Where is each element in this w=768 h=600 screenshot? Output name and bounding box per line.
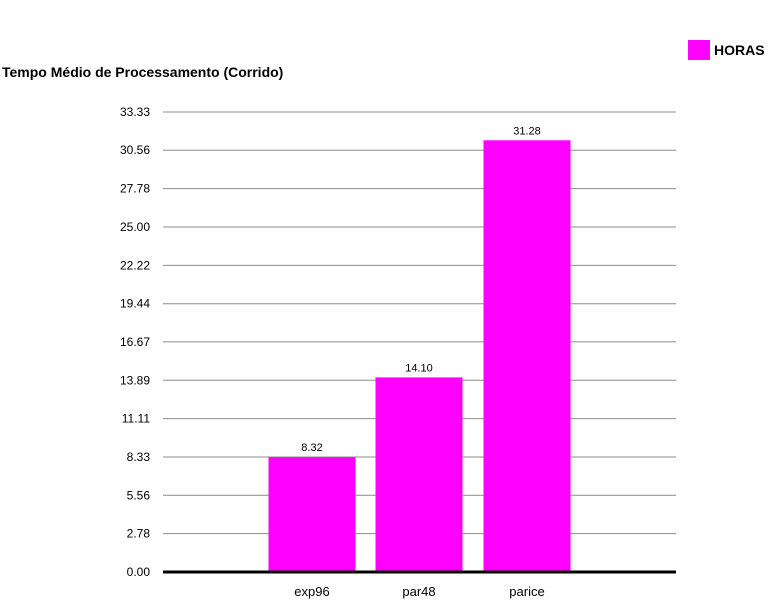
legend-swatch	[688, 40, 710, 60]
y-tick-label: 5.56	[127, 488, 151, 502]
y-tick-label: 25.00	[120, 220, 150, 234]
value-label: 31.28	[513, 125, 541, 137]
chart-title: Tempo Médio de Processamento (Corrido)	[2, 64, 284, 80]
y-axis-ticks: 0.00 2.78 5.56 8.33 11.11 13.89 16.67 19.44 22.2…	[120, 105, 150, 579]
bar-par48	[375, 377, 463, 572]
y-tick-label: 27.78	[120, 182, 150, 196]
value-label: 8.32	[301, 442, 322, 454]
bar-exp96	[268, 457, 356, 572]
value-label: 14.10	[405, 362, 433, 374]
y-tick-label: 2.78	[127, 527, 151, 541]
y-tick-label: 30.56	[120, 143, 150, 157]
y-tick-label: 33.33	[120, 105, 150, 119]
y-tick-label: 0.00	[127, 565, 151, 579]
x-tick-label: exp96	[294, 584, 329, 599]
y-tick-label: 13.89	[120, 373, 150, 387]
legend-label: HORAS	[714, 42, 765, 58]
bar-parice	[483, 140, 571, 572]
y-tick-label: 11.11	[122, 412, 151, 426]
y-tick-label: 19.44	[120, 297, 150, 311]
value-labels: 8.32 14.10 31.28	[301, 125, 540, 454]
y-tick-label: 22.22	[120, 258, 150, 272]
x-tick-label: parice	[509, 584, 544, 599]
legend: HORAS	[688, 40, 765, 60]
y-tick-label: 16.67	[120, 335, 150, 349]
x-tick-label: par48	[402, 584, 435, 599]
x-axis-ticks: exp96 par48 parice	[163, 570, 676, 599]
y-tick-label: 8.33	[127, 450, 151, 464]
bars	[268, 140, 571, 572]
